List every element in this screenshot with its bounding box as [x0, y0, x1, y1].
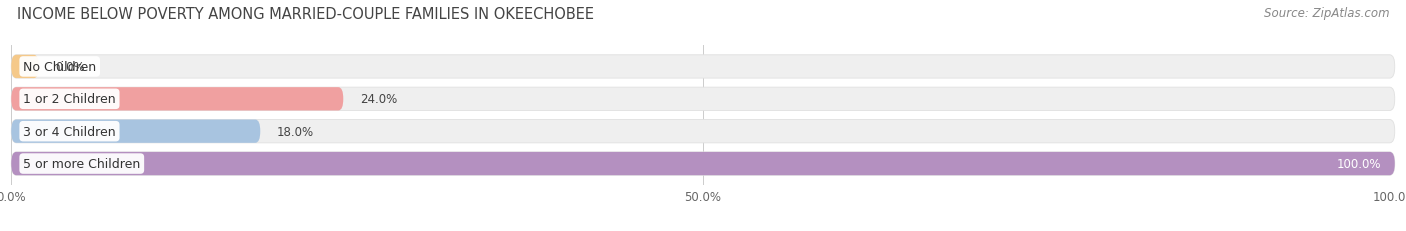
Text: Source: ZipAtlas.com: Source: ZipAtlas.com	[1264, 7, 1389, 20]
Text: 5 or more Children: 5 or more Children	[22, 157, 141, 170]
FancyBboxPatch shape	[11, 120, 260, 143]
Text: 3 or 4 Children: 3 or 4 Children	[22, 125, 115, 138]
FancyBboxPatch shape	[11, 88, 343, 111]
Text: 100.0%: 100.0%	[1337, 157, 1381, 170]
FancyBboxPatch shape	[11, 152, 1395, 176]
Text: 0.0%: 0.0%	[55, 61, 86, 74]
FancyBboxPatch shape	[11, 55, 1395, 79]
Text: 1 or 2 Children: 1 or 2 Children	[22, 93, 115, 106]
Text: No Children: No Children	[22, 61, 96, 74]
FancyBboxPatch shape	[11, 120, 1395, 143]
FancyBboxPatch shape	[11, 55, 39, 79]
Text: 24.0%: 24.0%	[360, 93, 396, 106]
Text: INCOME BELOW POVERTY AMONG MARRIED-COUPLE FAMILIES IN OKEECHOBEE: INCOME BELOW POVERTY AMONG MARRIED-COUPL…	[17, 7, 593, 22]
FancyBboxPatch shape	[11, 88, 1395, 111]
Text: 18.0%: 18.0%	[277, 125, 314, 138]
FancyBboxPatch shape	[11, 152, 1395, 176]
